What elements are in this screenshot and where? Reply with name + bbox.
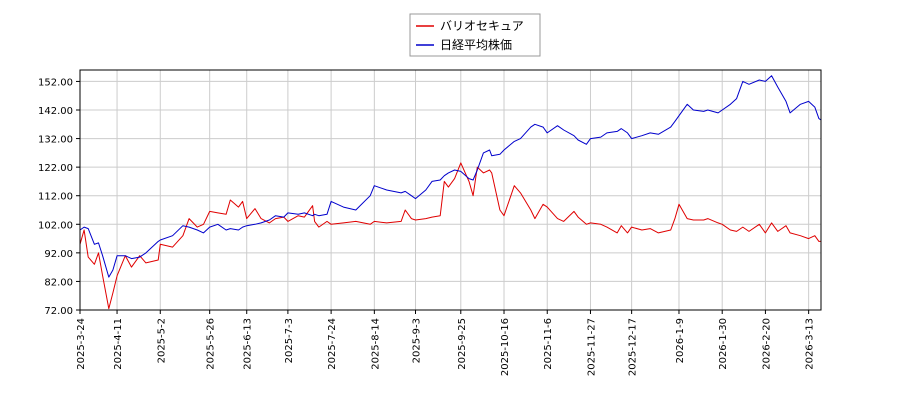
series-line-variosecure	[79, 162, 821, 310]
x-tick-label: 2026-1-30	[718, 318, 729, 370]
series-line-nikkei	[79, 75, 822, 278]
y-tick-label: 112.00	[38, 192, 73, 203]
legend-label-nikkei: 日経平均株価	[440, 37, 512, 52]
x-tick-label: 2025-7-3	[284, 318, 295, 363]
x-tick-label: 2025-11-6	[543, 318, 554, 370]
x-tick-label: 2026-1-9	[675, 318, 686, 363]
x-tick-label: 2025-11-27	[586, 318, 597, 376]
x-tick-label: 2025-10-16	[500, 318, 511, 376]
x-tick-label: 2025-12-17	[628, 318, 639, 376]
y-axis: 72.00 82.00 92.00 102.00 112.00 122.00 132.00 1…	[38, 77, 80, 317]
x-tick-label: 2026-2-20	[761, 318, 772, 370]
x-tick-label: 2025-9-25	[457, 318, 468, 370]
x-tick-label: 2025-5-2	[156, 318, 167, 363]
legend-box	[409, 13, 541, 57]
plot-frame	[79, 69, 822, 311]
y-tick-label: 152.00	[38, 77, 73, 88]
y-tick-label: 142.00	[38, 106, 73, 117]
legend-label-variosecure: バリオセキュア	[440, 19, 524, 33]
x-tick-label: 2025-6-13	[243, 318, 254, 370]
y-tick-label: 92.00	[44, 249, 73, 260]
y-tick-label: 82.00	[44, 277, 73, 288]
y-tick-label: 102.00	[38, 220, 73, 231]
y-tick-label: 72.00	[44, 306, 73, 317]
x-tick-label: 2025-9-3	[412, 318, 423, 363]
legend: バリオセキュア 日経平均株価	[409, 13, 541, 57]
series-lines	[79, 75, 822, 310]
x-tick-label: 2025-3-24	[76, 318, 87, 370]
x-axis: 2025-3-24 2025-4-11 2025-5-2 2025-5-26 2025-…	[76, 310, 816, 376]
y-tick-label: 122.00	[38, 163, 73, 174]
x-tick-label: 2026-3-13	[805, 318, 816, 370]
x-tick-label: 2025-5-26	[206, 318, 217, 370]
y-tick-label: 132.00	[38, 135, 73, 146]
x-tick-label: 2025-4-11	[113, 318, 124, 370]
x-tick-label: 2025-8-14	[370, 318, 381, 370]
x-tick-label: 2025-7-24	[327, 318, 338, 370]
